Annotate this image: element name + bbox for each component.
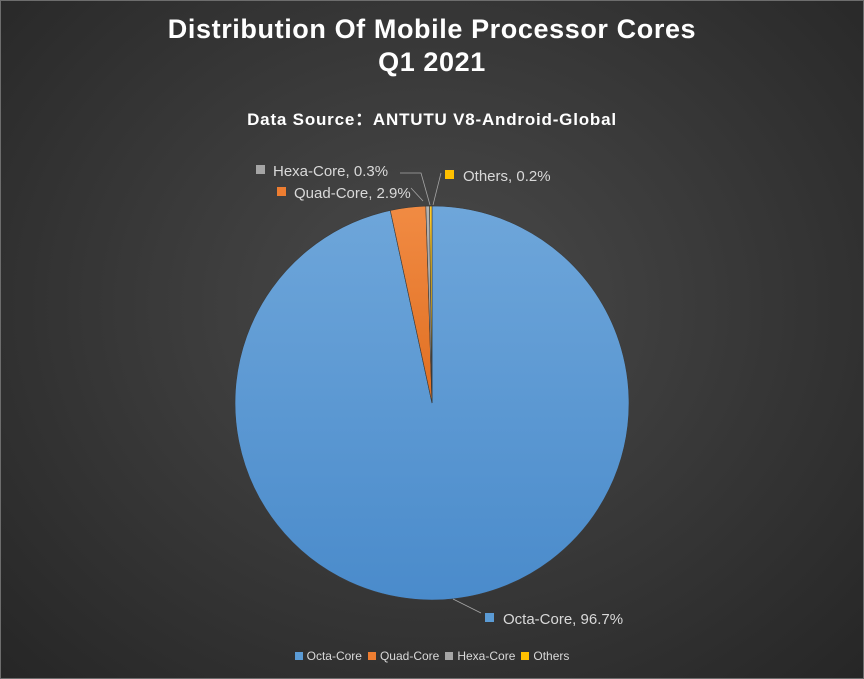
legend-item-octa-core: Octa-Core bbox=[294, 649, 362, 663]
data-label-swatch-octa-core bbox=[485, 613, 494, 622]
pie-slice-others bbox=[429, 205, 433, 404]
leader-line-others bbox=[432, 172, 442, 206]
data-label-swatch-hexa-core bbox=[256, 165, 265, 174]
data-label-hexa-core: Hexa-Core, 0.3% bbox=[273, 163, 388, 180]
data-label-swatch-quad-core bbox=[277, 187, 286, 196]
legend-swatch-quad-core bbox=[367, 652, 376, 660]
data-label-quad-core: Quad-Core, 2.9% bbox=[294, 185, 411, 202]
chart-legend: Octa-Core Quad-Core Hexa-Core Others bbox=[1, 649, 863, 663]
leader-line-quad-core bbox=[410, 187, 424, 202]
chart-title: Distribution Of Mobile Processor Cores Q… bbox=[1, 13, 863, 79]
leader-line-hexa-core bbox=[400, 172, 431, 206]
chart-title-line-1: Distribution Of Mobile Processor Cores bbox=[167, 14, 697, 44]
legend-item-hexa-core: Hexa-Core bbox=[445, 649, 515, 663]
legend-label-quad-core: Quad-Core bbox=[379, 649, 440, 663]
data-label-swatch-others bbox=[445, 170, 454, 179]
chart-subtitle: Data Source：ANTUTU V8-Android-Global bbox=[247, 110, 617, 129]
legend-label-octa-core: Octa-Core bbox=[306, 649, 362, 663]
legend-item-quad-core: Quad-Core bbox=[367, 649, 440, 663]
legend-item-others: Others bbox=[521, 649, 569, 663]
legend-label-others: Others bbox=[533, 649, 570, 663]
data-label-octa-core: Octa-Core, 96.7% bbox=[503, 611, 623, 628]
legend-swatch-octa-core bbox=[294, 652, 303, 660]
legend-swatch-hexa-core bbox=[445, 652, 454, 660]
legend-label-hexa-core: Hexa-Core bbox=[457, 649, 516, 663]
chart-title-line-2: Q1 2021 bbox=[378, 47, 486, 77]
leader-line-octa-core bbox=[452, 598, 482, 614]
legend-swatch-others bbox=[521, 652, 530, 660]
data-label-others: Others, 0.2% bbox=[463, 168, 551, 185]
